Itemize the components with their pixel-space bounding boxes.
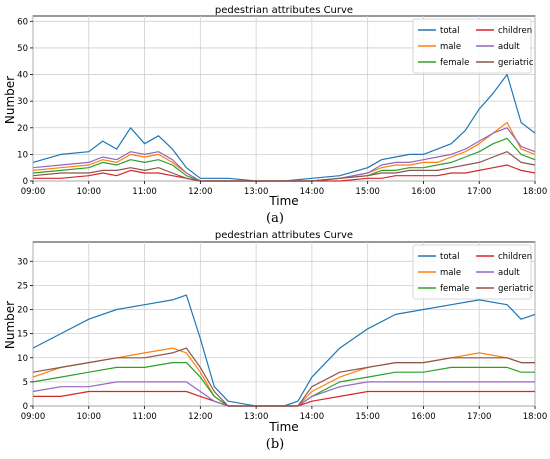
- legend-label-children: children: [498, 252, 532, 262]
- x-tick-label: 11:00: [132, 187, 157, 197]
- x-tick-label: 14:00: [300, 412, 325, 422]
- x-tick-label: 12:00: [188, 412, 213, 422]
- x-tick-label: 17:00: [467, 187, 492, 197]
- y-tick-label: 10: [17, 150, 28, 160]
- legend-label-adult: adult: [498, 42, 520, 52]
- legend-label-children: children: [498, 26, 532, 36]
- panel-b: pedestrian attributes Curve 09:00 10:00 11…: [3, 230, 547, 452]
- y-tick-label: 50: [17, 44, 28, 54]
- x-tick-label: 16:00: [411, 187, 436, 197]
- y-tick-label: 20: [17, 124, 28, 134]
- x-axis-label: Time: [268, 420, 298, 434]
- y-tick-label: 60: [17, 17, 28, 27]
- legend-label-female: female: [440, 284, 469, 294]
- y-tick-label: 5: [23, 378, 28, 388]
- series-line-total: [32, 73, 536, 182]
- y-tick-label: 40: [17, 71, 28, 81]
- legend-label-geriatric: geriatric: [498, 58, 534, 68]
- legend-label-male: male: [440, 42, 461, 52]
- y-tick-label: 0: [23, 177, 28, 187]
- legend-label-adult: adult: [498, 268, 520, 278]
- panel-label: (b): [266, 437, 284, 452]
- y-tick-label: 15: [17, 330, 28, 340]
- legend-box: [412, 18, 532, 74]
- legend-box: [412, 244, 532, 300]
- legend: total male female children adult geriatric: [412, 244, 534, 300]
- x-tick-label: 18:00: [523, 187, 548, 197]
- x-tick-label: 17:00: [467, 412, 492, 422]
- legend-label-total: total: [440, 252, 459, 262]
- x-tick-label: 10:00: [77, 187, 102, 197]
- x-tick-label: 11:00: [132, 412, 157, 422]
- y-tick-label: 30: [17, 97, 28, 107]
- y-tick-label: 30: [17, 257, 28, 267]
- legend-label-total: total: [440, 26, 459, 36]
- x-tick-labels: 09:00 10:00 11:00 12:00 13:00 14:00 15:00 16:00…: [21, 406, 548, 422]
- x-tick-label: 09:00: [21, 187, 46, 197]
- x-tick-label: 12:00: [188, 187, 213, 197]
- legend-label-female: female: [440, 58, 469, 68]
- legend-label-geriatric: geriatric: [498, 284, 534, 294]
- y-tick-label: 0: [23, 402, 28, 412]
- x-tick-label: 15:00: [355, 187, 380, 197]
- x-tick-label: 09:00: [21, 412, 46, 422]
- chart-title: pedestrian attributes Curve: [215, 5, 353, 16]
- series-lines: [32, 294, 536, 407]
- y-tick-label: 20: [17, 306, 28, 316]
- x-tick-label: 18:00: [523, 412, 548, 422]
- x-tick-label: 10:00: [77, 412, 102, 422]
- y-tick-label: 25: [17, 281, 28, 291]
- y-tick-labels: 0 5 10 15 20 25 30: [17, 257, 33, 412]
- x-tick-label: 14:00: [300, 187, 325, 197]
- x-tick-label: 15:00: [355, 412, 380, 422]
- y-tick-labels: 0 10 20 30 40 50 60: [17, 17, 33, 187]
- x-tick-label: 13:00: [244, 412, 269, 422]
- y-axis-label: Number: [3, 301, 17, 349]
- series-line-geriatric: [32, 347, 535, 407]
- chart-title: pedestrian attributes Curve: [215, 230, 353, 241]
- x-tick-label: 13:00: [244, 187, 269, 197]
- y-axis-label: Number: [3, 76, 17, 124]
- panel-label: (a): [266, 211, 284, 226]
- x-tick-label: 16:00: [411, 412, 436, 422]
- x-axis-label: Time: [268, 194, 298, 208]
- panel-a: pedestrian attributes Curve 09:00 10:00 11…: [3, 5, 547, 226]
- legend-label-male: male: [440, 268, 461, 278]
- x-tick-labels: 09:00 10:00 11:00 12:00 13:00 14:00 15:00 16:00…: [21, 181, 548, 197]
- legend: total male female children adult geriatric: [412, 18, 534, 74]
- y-tick-label: 10: [17, 354, 28, 364]
